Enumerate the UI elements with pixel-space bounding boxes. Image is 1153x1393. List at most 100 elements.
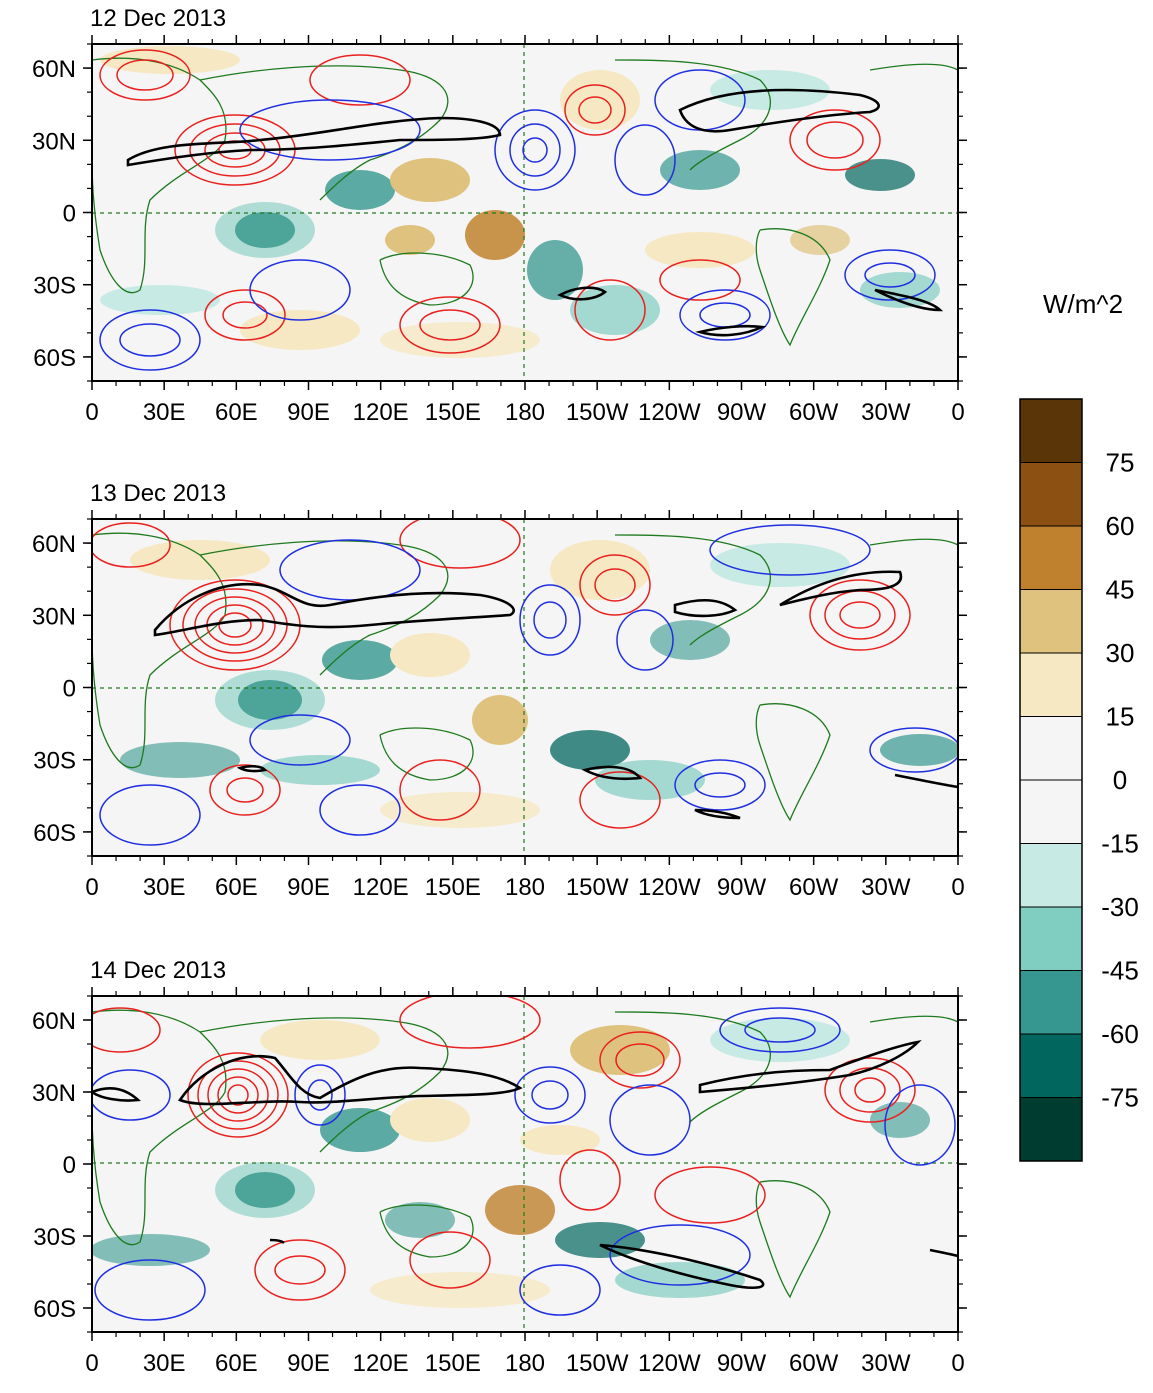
lon-tick-label: 150W (566, 399, 629, 426)
panel-title: 13 Dec 2013 (90, 480, 226, 507)
lon-tick-label: 180 (505, 399, 545, 426)
olr-shading (100, 46, 940, 358)
colorbar-label: 30 (1106, 638, 1135, 668)
lon-tick-label: 0 (951, 399, 964, 426)
colorbar-label: -45 (1101, 956, 1139, 986)
lon-tick-label: 180 (505, 1350, 545, 1377)
colorbar-label: 15 (1106, 702, 1135, 732)
colorbar-label: 75 (1106, 448, 1135, 478)
lon-tick-label: 120E (353, 399, 409, 426)
lon-tick-label: 150E (425, 399, 481, 426)
olr-shading (92, 1018, 930, 1308)
lat-tick-label: 60S (33, 345, 76, 372)
lon-tick-label: 30W (861, 399, 911, 426)
colorbar-label: -30 (1101, 892, 1139, 922)
lat-tick-label: 0 (63, 201, 76, 228)
lat-tick-label: 30N (32, 1080, 76, 1107)
lon-tick-label: 150E (425, 1350, 481, 1377)
lon-tick-label: 30E (143, 874, 186, 901)
colorbar: W/m^2 75 60 45 30 15 0 -15 -30 -45 -60 -75 (1019, 289, 1139, 1162)
lon-tick-label: 0 (85, 1350, 98, 1377)
lon-tick-label: 90W (717, 1350, 767, 1377)
colorbar-label: 0 (1113, 765, 1127, 795)
lat-tick-label: 30N (32, 603, 76, 630)
positive-contours (99, 49, 881, 354)
colorbar-label: 60 (1106, 511, 1135, 541)
lon-tick-label: 30E (143, 1350, 186, 1377)
lat-tick-label: 0 (63, 676, 76, 703)
lon-tick-label: 90E (287, 874, 330, 901)
lon-tick-label: 60E (215, 399, 258, 426)
lat-tick-label: 0 (63, 1152, 76, 1179)
colorbar-swatch (1019, 525, 1083, 590)
axes: 0 30E 60E 90E 120E 150E 180 150W 120W 90W 60W 30W 06… (32, 35, 967, 1377)
lat-tick-label: 30S (33, 1224, 76, 1251)
lon-tick-label: 60W (789, 1350, 839, 1377)
lon-tick-label: 60E (215, 874, 258, 901)
lon-tick-label: 90E (287, 399, 330, 426)
coastlines (92, 532, 958, 822)
panel-axes-1: 0 30E 60E 90E 120E 150E 180 150W 120W 90W 60W 30W 0 6… (32, 510, 967, 901)
colorbar-label: -15 (1101, 829, 1139, 859)
colorbar-swatch (1019, 652, 1083, 717)
lon-tick-label: 150W (566, 874, 629, 901)
lat-tick-label: 60S (33, 1296, 76, 1323)
lat-tick-label: 30S (33, 748, 76, 775)
colorbar-label: 45 (1106, 575, 1135, 605)
lon-tick-label: 30W (861, 874, 911, 901)
lon-tick-label: 60E (215, 1350, 258, 1377)
lon-tick-label: 150W (566, 1350, 629, 1377)
lon-tick-label: 180 (505, 874, 545, 901)
lat-tick-label: 60N (32, 531, 76, 558)
lon-tick-label: 90E (287, 1350, 330, 1377)
colorbar-swatch (1019, 1033, 1083, 1098)
colorbar-swatch (1019, 716, 1083, 781)
lon-tick-label: 90W (717, 399, 767, 426)
lon-tick-label: 0 (85, 399, 98, 426)
lon-tick-label: 90W (717, 874, 767, 901)
map-field (92, 44, 958, 381)
lat-tick-label: 60N (32, 1008, 76, 1035)
lon-tick-label: 120E (353, 874, 409, 901)
jet-contours (153, 570, 958, 820)
lon-tick-label: 150E (425, 874, 481, 901)
colorbar-units: W/m^2 (1043, 289, 1123, 319)
lon-tick-label: 120E (353, 1350, 409, 1377)
positive-contours (92, 996, 916, 1301)
colorbar-swatch (1019, 906, 1083, 971)
map-panel-12-dec: 12 Dec 2013 (90, 5, 959, 382)
colorbar-label: -75 (1101, 1083, 1139, 1113)
panel-axes-2: 0 30E 60E 90E 120E 150E 180 150W 120W 90W 60W 30W 06… (32, 987, 967, 1377)
lon-tick-label: 60W (789, 874, 839, 901)
map-field (92, 519, 958, 856)
map-panel-13-dec: 13 Dec 2013 (90, 480, 959, 857)
lon-tick-label: 120W (638, 399, 701, 426)
map-field (92, 996, 958, 1332)
lon-tick-label: 60W (789, 399, 839, 426)
lon-tick-label: 30E (143, 399, 186, 426)
lon-tick-label: 120W (638, 1350, 701, 1377)
lon-tick-label: 0 (951, 874, 964, 901)
jet-contours (92, 1040, 958, 1290)
lat-tick-label: 30N (32, 128, 76, 155)
lon-tick-label: 0 (951, 1350, 964, 1377)
colorbar-label: -60 (1101, 1019, 1139, 1049)
lon-tick-label: 0 (85, 874, 98, 901)
lon-tick-label: 120W (638, 874, 701, 901)
colorbar-swatch (1019, 779, 1083, 844)
colorbar-swatch (1019, 843, 1083, 908)
coastlines (92, 57, 958, 347)
lat-tick-label: 30S (33, 273, 76, 300)
colorbar-swatch (1019, 398, 1083, 463)
jet-contours (126, 88, 944, 337)
panel-axes-0: 0 30E 60E 90E 120E 150E 180 150W 120W 90W 60W 30W 06… (32, 35, 967, 426)
colorbar-swatch (1019, 462, 1083, 527)
coastlines (92, 1009, 958, 1299)
colorbar-swatch (1019, 970, 1083, 1035)
panel-title: 14 Dec 2013 (90, 957, 226, 984)
panel-title: 12 Dec 2013 (90, 5, 226, 32)
negative-contours (92, 1007, 956, 1321)
lon-tick-label: 30W (861, 1350, 911, 1377)
map-panel-14-dec: 14 Dec 2013 (90, 957, 959, 1333)
